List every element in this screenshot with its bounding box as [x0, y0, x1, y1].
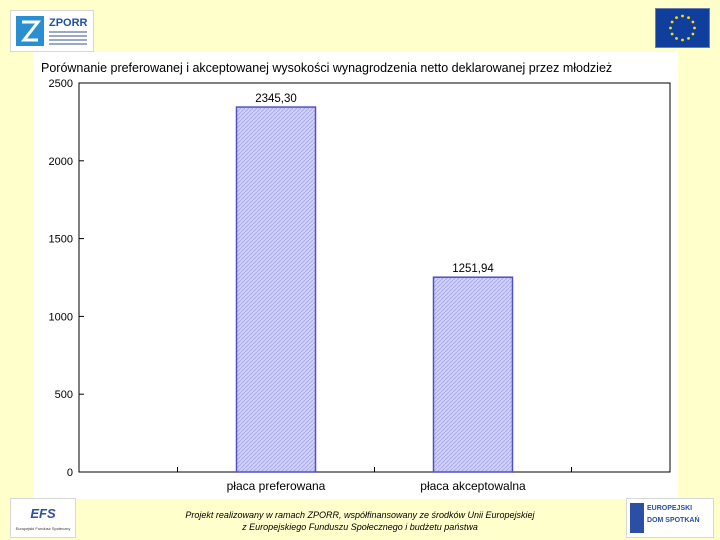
- bar-value-label: 2345,30: [255, 93, 297, 105]
- efs-logo-text: EFS: [30, 506, 56, 521]
- bar: [235, 106, 317, 473]
- chart-panel: Porównanie preferowanej i akceptowanej w…: [33, 52, 678, 499]
- footer-line-2: z Europejskiego Funduszu Społecznego i b…: [242, 522, 478, 532]
- dom-logo-line-2: DOM SPOTKAŃ: [647, 517, 700, 524]
- footer-line-1: Projekt realizowany w ramach ZPORR, wspó…: [185, 510, 535, 520]
- efs-logo: EFS Europejski Fundusz Społeczny: [10, 498, 76, 538]
- x-axis: płaca preferowana płaca akceptowalna: [177, 467, 572, 493]
- x-category-label: płaca akceptowalna: [420, 479, 526, 493]
- footer-text: Projekt realizowany w ramach ZPORR, wspó…: [150, 509, 570, 533]
- y-tick-label: 1000: [49, 311, 73, 323]
- y-tick-label: 2000: [49, 156, 73, 168]
- y-tick-label: 0: [67, 467, 73, 479]
- plot-area: [78, 82, 671, 473]
- bar-chart: Porównanie preferowanej i akceptowanej w…: [41, 61, 671, 493]
- dom-spotkan-logo-icon: [630, 503, 644, 533]
- y-axis: 0 500 1000 1500 2000 2500: [49, 78, 84, 479]
- efs-logo-subtext: Europejski Fundusz Społeczny: [15, 526, 71, 531]
- zporr-logo-lines: [49, 31, 87, 47]
- bar: [432, 276, 514, 473]
- europejski-dom-spotkan-logo: EUROPEJSKI DOM SPOTKAŃ: [626, 498, 714, 538]
- dom-logo-line-1: EUROPEJSKI: [647, 505, 693, 512]
- x-category-label: płaca preferowana: [227, 479, 326, 493]
- y-tick-label: 2500: [49, 78, 73, 90]
- eu-stars: [669, 14, 696, 42]
- zporr-logo-text: ZPORR: [49, 17, 88, 29]
- bar-series: 2345,30 1251,94: [235, 93, 514, 473]
- zporr-logo: ZPORR: [10, 10, 94, 52]
- y-tick-label: 500: [55, 389, 73, 401]
- bar-value-label: 1251,94: [452, 263, 494, 275]
- zporr-logo-icon: [16, 16, 44, 46]
- y-tick-label: 1500: [49, 234, 73, 246]
- chart-title: Porównanie preferowanej i akceptowanej w…: [41, 61, 612, 75]
- eu-flag-icon: [655, 8, 710, 48]
